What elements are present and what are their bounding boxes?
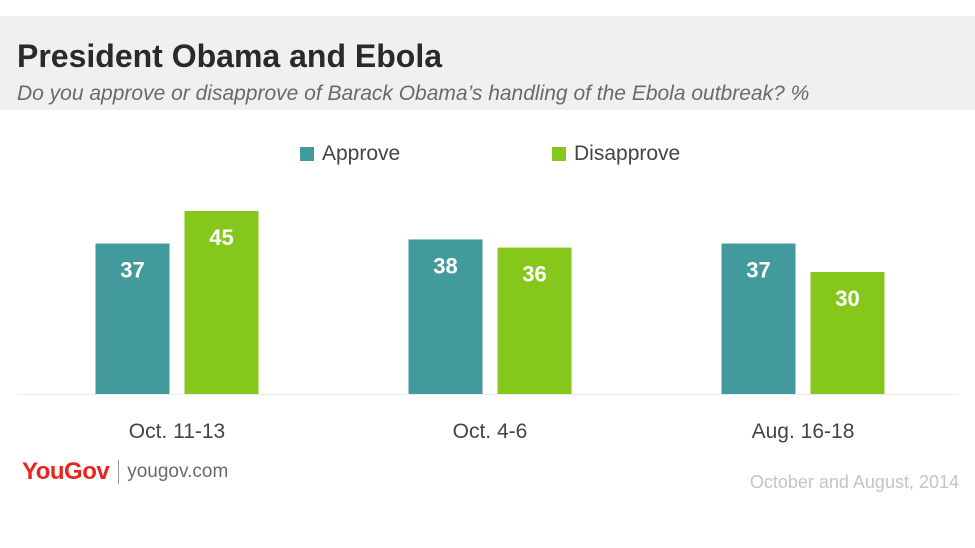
data-label-disapprove-3: 30 <box>835 286 859 311</box>
brand-divider <box>118 460 120 484</box>
data-label-approve-1: 37 <box>120 258 144 283</box>
bar-approve-2 <box>408 239 483 394</box>
legend-swatch-approve <box>300 147 314 161</box>
legend-swatch-disapprove <box>552 147 566 161</box>
legend-item-disapprove: Disapprove <box>552 142 680 166</box>
data-label-disapprove-1: 45 <box>209 225 233 250</box>
chart-header: President Obama and Ebola Do you approve… <box>0 16 975 110</box>
legend-label-approve: Approve <box>322 142 401 165</box>
x-tick-label-1: Oct. 11-13 <box>129 420 226 443</box>
bar-disapprove-3 <box>810 272 885 394</box>
chart-title: President Obama and Ebola <box>17 38 442 74</box>
chart-subtitle: Do you approve or disapprove of Barack O… <box>17 82 810 105</box>
bar-approve-3 <box>721 243 796 394</box>
data-label-approve-3: 37 <box>746 258 770 283</box>
x-tick-label-3: Aug. 16-18 <box>752 420 855 443</box>
bar-disapprove-2 <box>497 247 572 394</box>
date-footnote: October and August, 2014 <box>749 472 959 492</box>
data-label-disapprove-2: 36 <box>522 262 546 287</box>
legend-label-disapprove: Disapprove <box>574 142 681 165</box>
data-label-approve-2: 38 <box>433 253 457 278</box>
bar-approve-1 <box>95 243 170 394</box>
bar-disapprove-1 <box>184 211 259 394</box>
yougov-logo: YouGov <box>22 458 110 485</box>
x-tick-label-2: Oct. 4-6 <box>453 420 528 443</box>
brand-url: yougov.com <box>127 461 229 482</box>
legend-item-approve: Approve <box>300 142 400 166</box>
brand: YouGov yougov.com <box>22 456 228 488</box>
